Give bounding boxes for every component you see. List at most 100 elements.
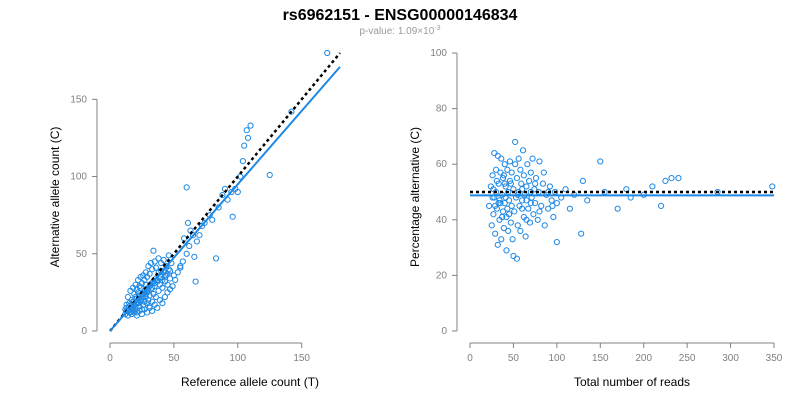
data-point [506,158,514,165]
data-point [546,183,554,190]
data-point [517,227,524,235]
data-point [506,177,514,184]
data-point [515,155,522,162]
data-point [519,197,526,204]
data-point [166,267,174,274]
data-point [529,155,536,162]
data-point [181,235,188,242]
data-point [149,307,156,315]
data-point [196,232,203,239]
data-point [219,191,226,199]
data-point [509,236,516,243]
data-point [501,161,508,168]
data-point [512,161,519,168]
data-point [540,169,547,176]
data-point [668,175,675,182]
data-point [614,205,621,212]
data-point [514,222,521,229]
data-point [769,183,776,190]
x-tick-label: 100 [549,353,566,364]
data-point [520,172,527,179]
data-point [201,219,208,226]
data-point [488,222,495,229]
data-point [159,300,166,307]
data-point [545,205,552,212]
data-point [504,166,511,173]
data-point [212,255,220,262]
data-point [519,186,526,193]
data-point [266,171,273,179]
data-point [149,284,156,291]
data-point [184,219,192,226]
data-point [149,266,156,273]
data-point [498,155,505,162]
data-point [183,250,190,257]
data-point [486,202,493,209]
data-point [508,202,515,209]
data-point [550,213,557,221]
data-point [532,180,539,187]
x-tick-label: 150 [293,353,310,364]
data-point [490,211,497,218]
data-point [186,242,193,250]
data-point [247,122,254,129]
data-point [513,175,521,182]
data-point [649,183,656,190]
y-tick-label: 80 [436,104,448,115]
data-point [490,186,497,193]
data-point [523,183,530,190]
data-point [489,172,496,179]
data-point [193,238,200,245]
data-point [241,142,248,149]
data-point [525,177,533,184]
data-point [495,200,502,207]
data-point [131,290,138,298]
data-point [492,230,499,237]
data-point [502,183,509,190]
data-point [154,304,161,311]
data-point [534,216,541,223]
x-tick-label: 50 [508,353,520,364]
data-point [519,205,526,212]
data-point [510,252,517,260]
data-point [584,197,591,204]
data-point [549,202,556,209]
data-point [532,175,540,182]
data-point [165,252,172,259]
data-point [169,283,176,290]
chart-subtitle: p-value: 1.09×10-3 [359,25,440,37]
data-point [183,184,190,191]
data-point [494,152,501,159]
data-point [152,264,160,271]
data-point [492,166,500,173]
data-point [124,293,131,301]
data-point [159,276,166,284]
x-tick-label: 0 [467,353,473,364]
data-point [675,175,682,182]
data-point [497,200,504,207]
data-point [288,108,295,115]
data-point [491,149,498,157]
data-point [498,236,505,243]
x-tick-label: 250 [679,353,696,364]
data-point [234,188,241,196]
data-point [526,219,534,226]
data-point [525,205,532,212]
data-point [548,197,555,204]
data-point [161,293,169,301]
data-point [597,158,604,165]
data-point [174,269,181,276]
data-point [524,161,531,168]
x-tick-label: 200 [635,353,652,364]
y-tick-label: 100 [430,48,447,59]
data-point [160,256,167,264]
data-point [152,293,160,301]
subtitle-prefix: p-value: 1.09×10 [359,26,434,37]
x-tick-label: 100 [229,353,246,364]
data-point [519,147,527,154]
data-point [505,197,513,204]
data-point [499,175,507,182]
data-point [503,247,510,254]
x-tick-label: 350 [766,353,783,364]
